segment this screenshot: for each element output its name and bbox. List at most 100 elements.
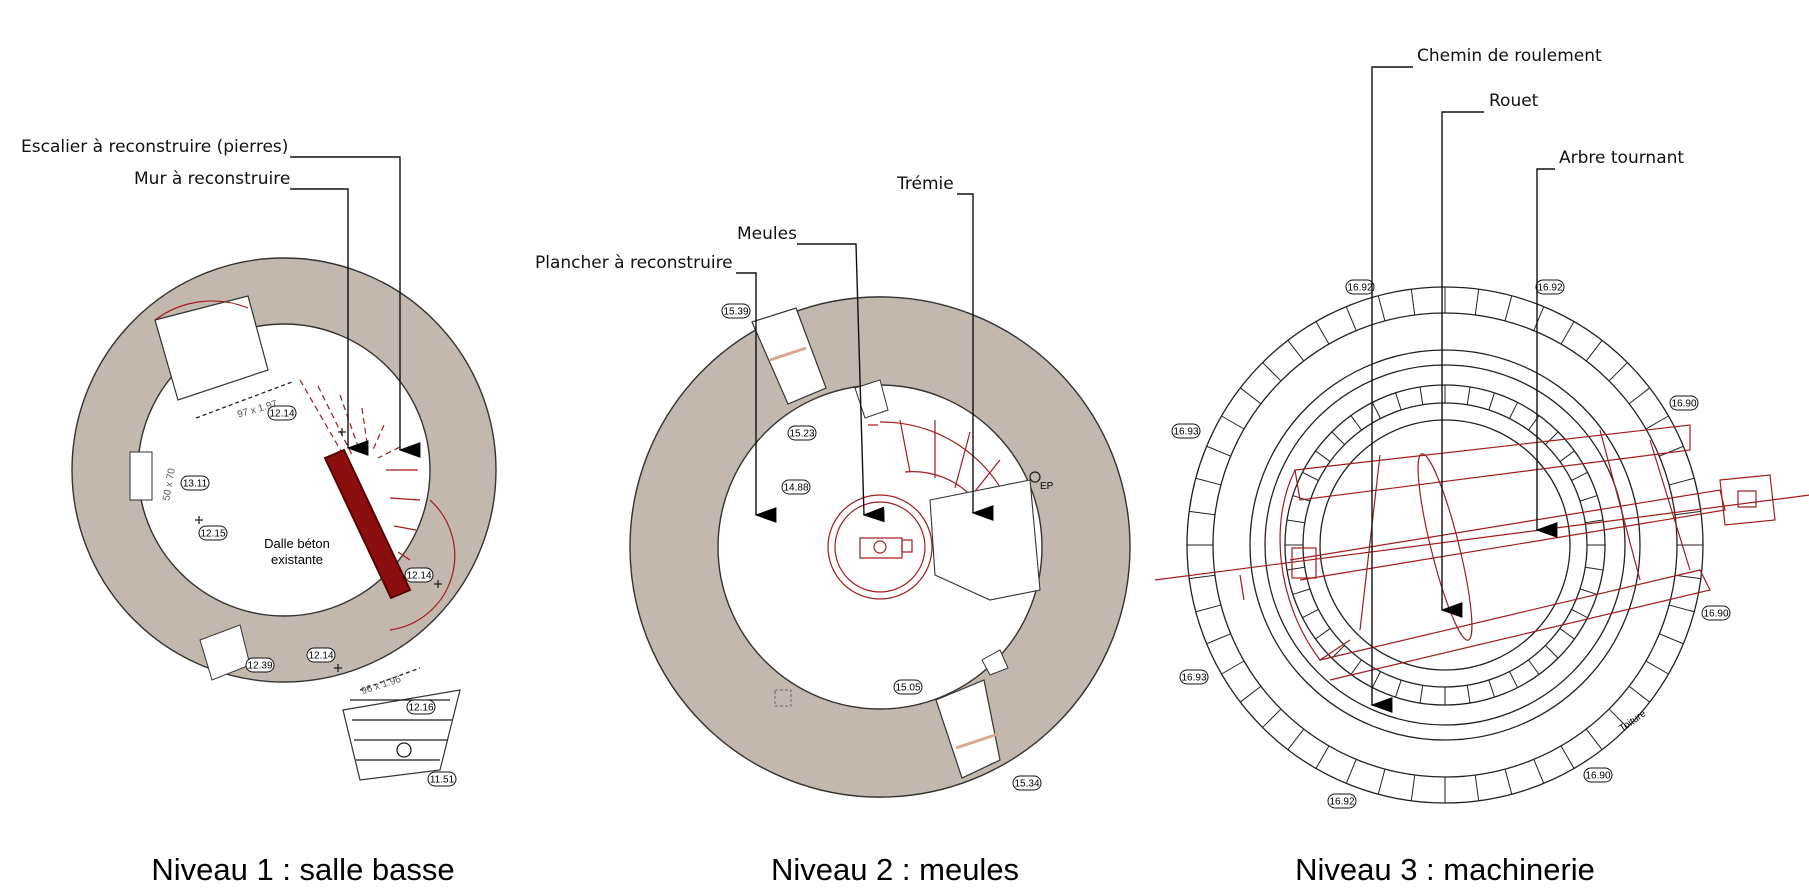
ring-tick: [1504, 768, 1513, 795]
ring-tick: [1292, 588, 1311, 595]
ring-tick: [1559, 450, 1575, 462]
ring-tick: [1533, 759, 1545, 784]
level-marker: 11.51: [427, 771, 457, 787]
plan-niveau-1: 12.14 13.11 12.15 12.14 12.39 12.14 12.1…: [21, 137, 497, 887]
ring-tick: [1315, 450, 1331, 462]
ring-tick: [1302, 609, 1319, 619]
ring-tick: [1240, 387, 1262, 405]
rouet-wheel: [1417, 453, 1473, 641]
callout-meules: Meules: [737, 224, 797, 244]
ring-tick: [1466, 386, 1471, 405]
ring-tick: [1645, 660, 1669, 675]
leader-tremie: [957, 193, 994, 521]
ring-tick: [1315, 745, 1330, 769]
level-marker: 15.39: [721, 303, 751, 319]
ep-marker: [1029, 471, 1041, 483]
ring-tick: [1419, 386, 1424, 405]
ring-tick: [1345, 306, 1357, 331]
ring-tick: [1331, 431, 1345, 445]
runway-ring-outer: [1249, 349, 1641, 741]
level-marker: 16.93: [1171, 423, 1201, 439]
dashed-outline-bottom: [359, 667, 421, 691]
ring-tick: [1559, 628, 1575, 640]
survey-markers-1: [195, 428, 442, 672]
ring-tick: [1585, 519, 1604, 524]
ring-tick: [1287, 728, 1305, 750]
ring-tick: [1668, 604, 1695, 613]
ring-tick: [1504, 295, 1513, 322]
ring-tick: [1645, 415, 1669, 430]
ring-tick: [1262, 708, 1282, 728]
machinery: [1154, 424, 1809, 681]
doorway-top: [154, 295, 269, 401]
ring-tick: [1350, 415, 1362, 431]
svg-text:13.11: 13.11: [183, 479, 208, 490]
masonry-ring-2: [629, 296, 1131, 798]
rolling-track-inner: [1302, 402, 1588, 688]
roof-ticks: [1187, 287, 1703, 803]
callout-chemin: Chemin de roulement: [1417, 46, 1602, 66]
ring-tick: [1659, 633, 1684, 645]
leader-arbre: [1535, 168, 1558, 538]
ring-tick: [1608, 362, 1628, 382]
ring-tick: [1628, 685, 1650, 703]
door-frame-north: [769, 346, 807, 362]
ring-tick: [1668, 477, 1695, 486]
opening-north: [854, 379, 889, 419]
callout-escalier: Escalier à reconstruire (pierres): [21, 137, 288, 157]
svg-text:12.39: 12.39: [247, 661, 272, 672]
level-marker: 16.90: [1583, 767, 1613, 783]
svg-text:11.51: 11.51: [430, 775, 455, 786]
ring-tick: [1533, 306, 1545, 331]
ring-tick: [1410, 289, 1416, 316]
dashed-opening: [774, 689, 792, 707]
ring-tick: [1189, 574, 1216, 580]
ring-tick: [1545, 431, 1559, 445]
ring-tick: [1286, 519, 1305, 524]
ring-tick: [1377, 768, 1386, 795]
note-ep: EP: [1040, 481, 1054, 492]
ring-tick: [1474, 774, 1480, 801]
svg-text:14.88: 14.88: [783, 483, 808, 494]
ring-tick: [1509, 671, 1519, 688]
doorway-bottom: [342, 689, 461, 781]
leader-escalier: [290, 156, 421, 458]
doorway-south: [935, 679, 1001, 779]
callout-arbre: Arbre tournant: [1559, 148, 1684, 168]
ring-tick: [1585, 340, 1603, 362]
leader-chemin: [1370, 66, 1413, 713]
level-marker: 12.14: [404, 567, 434, 583]
level-marker: 13.11: [180, 475, 210, 491]
ring-tick: [1350, 659, 1362, 675]
svg-text:16.93: 16.93: [1173, 427, 1198, 438]
door-swing-top: [154, 300, 249, 321]
level-marker: 16.92: [1327, 793, 1357, 809]
ring-tick: [1579, 588, 1598, 595]
ring-tick: [1286, 566, 1305, 571]
svg-text:15.23: 15.23: [789, 429, 814, 440]
ring-tick: [1560, 321, 1575, 345]
ring-tick: [1331, 645, 1345, 659]
ring-tick: [1240, 685, 1262, 703]
ring-tick: [1674, 574, 1701, 580]
ring-tick: [1410, 774, 1416, 801]
note-dalle-beton: Dalle béton: [264, 536, 330, 551]
level-marker: 16.93: [1179, 669, 1209, 685]
wall-to-rebuild: [323, 448, 412, 600]
callout-rouet: Rouet: [1489, 91, 1539, 111]
ring-tick: [1560, 745, 1575, 769]
svg-text:16.90: 16.90: [1671, 399, 1696, 410]
plan-title-2: Niveau 2 : meules: [771, 852, 1019, 887]
plan-niveau-3: 16.92 16.92 16.93 16.90 16.90 16.93 16.9…: [1154, 46, 1809, 887]
ring-tick: [1395, 392, 1402, 411]
svg-text:15.05: 15.05: [895, 683, 920, 694]
ring-tick: [1509, 402, 1519, 419]
ring-tick: [1315, 628, 1331, 640]
ring-tick: [1345, 759, 1357, 784]
track-ticks: [1285, 385, 1605, 705]
doorway-north: [751, 307, 827, 405]
level-marker: 12.39: [245, 657, 275, 673]
svg-text:16.92: 16.92: [1329, 797, 1354, 808]
ring-tick: [1262, 362, 1282, 382]
ring-tick: [1395, 679, 1402, 698]
